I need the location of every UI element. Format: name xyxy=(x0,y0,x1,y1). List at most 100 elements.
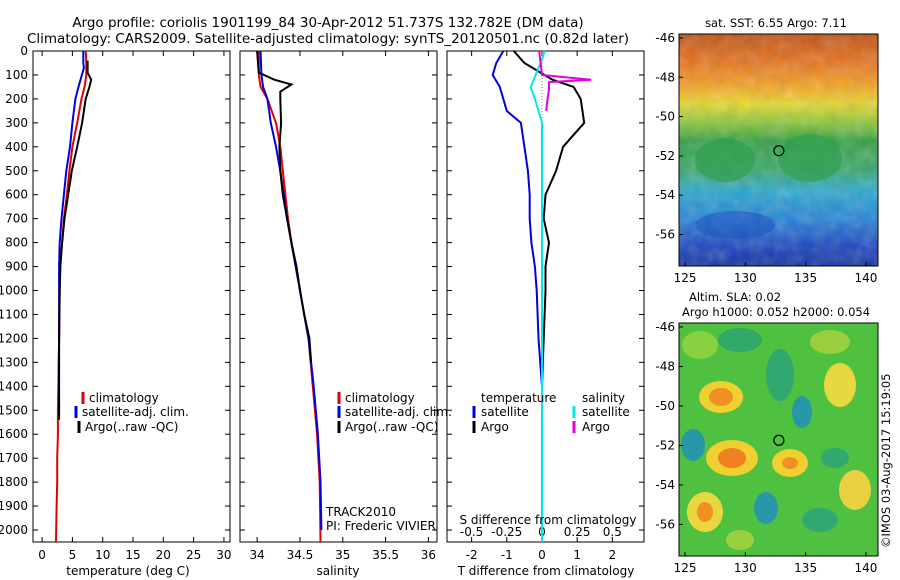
y-tick-label: 100 xyxy=(5,68,28,82)
map-y-tick-label: -48 xyxy=(655,70,675,84)
top-tick-label: 0.5 xyxy=(603,525,622,539)
x-tick-label: 2 xyxy=(609,548,617,562)
map-x-tick-label: 140 xyxy=(854,271,877,285)
y-tick-label: 800 xyxy=(5,236,28,250)
map-y-tick-label: -56 xyxy=(655,228,675,242)
x-tick-label: 35 xyxy=(335,548,350,562)
y-tick-label: 1600 xyxy=(0,427,28,441)
legend-temp-satellite: satellite xyxy=(481,405,529,419)
y-tick-label: 1500 xyxy=(0,403,28,417)
top-tick-label: -0.25 xyxy=(491,525,522,539)
y-tick-label: 1100 xyxy=(0,307,28,321)
x-tick-label: 25 xyxy=(186,548,201,562)
x-tick-label: 20 xyxy=(156,548,171,562)
map-y-tick-label: -52 xyxy=(655,438,675,452)
x-tick-label: 35.5 xyxy=(372,548,399,562)
temperature-axes: 0 5 10 15 20 25 300100200300400500600700800900… xyxy=(0,44,232,562)
difference-legend: temperature satellite Argo salinity sate… xyxy=(472,391,630,434)
temperature-xlabel: temperature (deg C) xyxy=(66,564,189,578)
map-x-tick-label: 130 xyxy=(734,271,757,285)
map-y-tick-label: -46 xyxy=(655,320,675,334)
y-tick-label: 1900 xyxy=(0,499,28,513)
difference-xlabel-top: S difference from climatology xyxy=(460,513,637,527)
temperature-panel-frame xyxy=(32,50,231,543)
series-line-salinity-argo xyxy=(538,50,592,112)
series-line-climatology xyxy=(257,51,322,543)
sla-map xyxy=(678,322,879,557)
legend-temperature-heading: temperature xyxy=(481,391,556,405)
y-tick-label: 400 xyxy=(5,140,28,154)
legend-temp-argo: Argo xyxy=(481,420,509,434)
map-y-tick-label: -46 xyxy=(655,31,675,45)
map-y-tick-label: -54 xyxy=(655,478,675,492)
y-tick-label: 0 xyxy=(20,44,28,58)
legend-climatology: climatology xyxy=(345,391,415,405)
legend-sal-argo: Argo xyxy=(582,420,610,434)
y-tick-label: 1300 xyxy=(0,355,28,369)
legend-climatology: climatology xyxy=(89,391,159,405)
y-tick-label: 700 xyxy=(5,212,28,226)
difference-xlabel: T difference from climatology xyxy=(457,564,635,578)
map-x-tick-label: 135 xyxy=(794,271,817,285)
salinity-xlabel: salinity xyxy=(316,564,359,578)
series-line-satellite-adj-clim- xyxy=(259,50,323,531)
series-line-argo-raw-qc- xyxy=(58,60,93,420)
sla-map-axes: 125 130 135 140 -46 -48 -50 -52 -54 -56 xyxy=(655,320,877,575)
x-tick-label: 36 xyxy=(421,548,436,562)
y-tick-label: 500 xyxy=(5,164,28,178)
sst-map-axes: 125 130 135 140 -46 -48 -50 -52 -54 -56 xyxy=(655,31,877,285)
y-tick-label: 1800 xyxy=(0,475,28,489)
map-x-tick-label: 125 xyxy=(674,271,697,285)
y-tick-label: 600 xyxy=(5,188,28,202)
y-tick-label: 1700 xyxy=(0,451,28,465)
figure-title-line1: Argo profile: coriolis 1901199_84 30-Apr… xyxy=(72,15,583,31)
series-line-salinity-satellite xyxy=(529,50,546,542)
difference-panel-frame xyxy=(446,50,645,543)
float-track-label: TRACK2010 xyxy=(325,505,396,519)
y-tick-label: 1200 xyxy=(0,331,28,345)
y-tick-label: 300 xyxy=(5,116,28,130)
legend-salinity-heading: salinity xyxy=(582,391,625,405)
temperature-legend: climatology satellite-adj. clim. Argo(..… xyxy=(74,391,189,434)
x-tick-label: 1 xyxy=(573,548,581,562)
sst-map-title: sat. SST: 6.55 Argo: 7.11 xyxy=(705,16,847,30)
salinity-legend: climatology satellite-adj. clim. Argo(..… xyxy=(337,391,452,434)
map-y-tick-label: -52 xyxy=(655,149,675,163)
map-y-tick-label: -50 xyxy=(655,399,675,413)
sst-map xyxy=(678,33,879,267)
map-x-tick-label: 140 xyxy=(854,561,877,575)
y-tick-label: 200 xyxy=(5,92,28,106)
x-tick-label: -2 xyxy=(466,548,478,562)
profile-lines xyxy=(55,50,592,543)
legend-argo: Argo(..raw -QC) xyxy=(345,420,438,434)
x-tick-label: 30 xyxy=(216,548,231,562)
x-tick-label: 0 xyxy=(38,548,46,562)
legend-satellite: satellite-adj. clim. xyxy=(82,405,189,419)
legend-sal-satellite: satellite xyxy=(582,405,630,419)
x-tick-label: -1 xyxy=(501,548,513,562)
y-tick-label: 1000 xyxy=(0,284,28,298)
map-x-tick-label: 130 xyxy=(734,561,757,575)
map-y-tick-label: -48 xyxy=(655,359,675,373)
sla-map-title-line1: Altim. SLA: 0.02 xyxy=(689,290,781,304)
legend-argo: Argo(..raw -QC) xyxy=(85,420,178,434)
credit-text: ©IMOS 03-Aug-2017 15:19:05 xyxy=(879,373,893,548)
series-line-temperature-satellite xyxy=(491,50,543,542)
salinity-axes: 34 34.5 35 35.5 36 xyxy=(240,50,437,562)
map-y-tick-label: -54 xyxy=(655,188,675,202)
y-tick-label: 1400 xyxy=(0,379,28,393)
float-pi-label: PI: Frederic VIVIER xyxy=(326,519,436,533)
figure-title-line2: Climatology: CARS2009. Satellite-adjuste… xyxy=(27,31,629,47)
top-tick-label: -0.5 xyxy=(460,525,483,539)
x-tick-label: 10 xyxy=(95,548,110,562)
y-tick-label: 2000 xyxy=(0,523,28,537)
x-tick-label: 15 xyxy=(125,548,140,562)
x-tick-label: 5 xyxy=(69,548,77,562)
series-line-temperature-argo xyxy=(513,50,586,420)
x-tick-label: 34.5 xyxy=(287,548,314,562)
map-y-tick-label: -50 xyxy=(655,110,675,124)
x-tick-label: 34 xyxy=(249,548,264,562)
sla-map-title-line2: Argo h1000: 0.052 h2000: 0.054 xyxy=(682,305,870,319)
argo-position-marker xyxy=(773,434,785,446)
